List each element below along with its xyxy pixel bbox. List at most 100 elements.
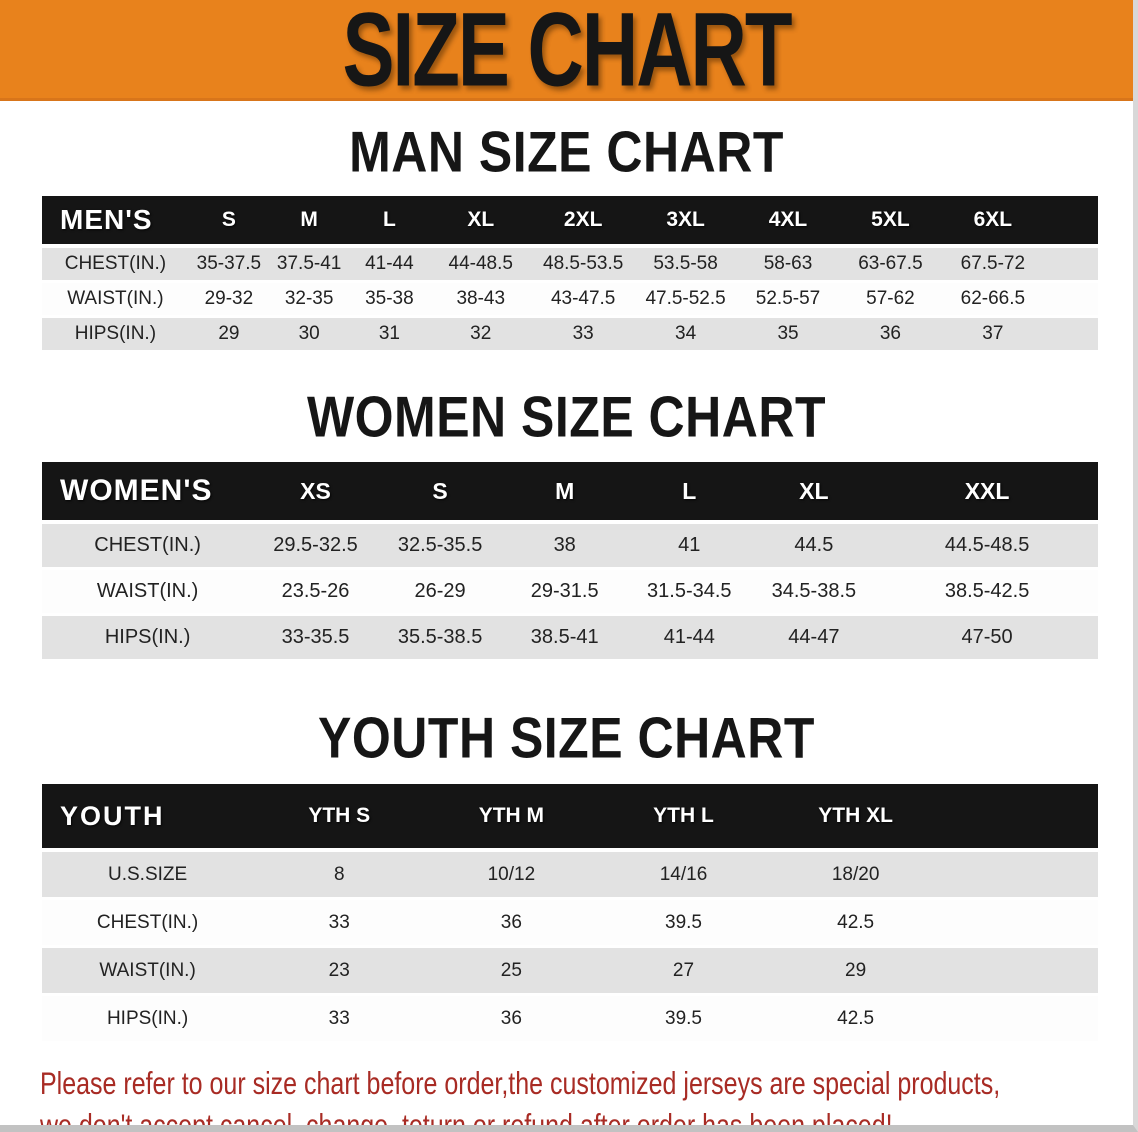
disclaimer: Please refer to our size chart before or…	[40, 1063, 1133, 1126]
filler-cell	[941, 993, 1098, 1041]
men-section-heading: MAN SIZE CHART	[349, 119, 784, 185]
table-title-cell: YOUTH	[42, 784, 254, 850]
table-row: U.S.SIZE 8 10/12 14/16 18/20	[42, 848, 1098, 899]
row-label: CHEST(IN.)	[42, 897, 254, 947]
column-header: YTH S	[253, 784, 426, 850]
row-label: WAIST(IN.)	[42, 945, 254, 995]
table-row: HIPS(IN.) 29 30 31 32 33 34 35 36 37	[42, 315, 1098, 350]
size-value: 41	[626, 520, 752, 569]
size-value: 33-35.5	[253, 613, 378, 659]
women-size-table: WOMEN'S XS S M L XL XXL CHEST(IN.) 29.5-32.5 32.…	[42, 462, 1098, 659]
column-header: M	[502, 462, 627, 522]
size-value: 18/20	[769, 848, 942, 899]
table-row: HIPS(IN.) 33-35.5 35.5-38.5 38.5-41 41-44 44-…	[42, 613, 1098, 659]
size-value: 35	[736, 315, 840, 350]
row-label: CHEST(IN.)	[42, 244, 189, 282]
filler-cell	[941, 897, 1098, 947]
row-label: U.S.SIZE	[42, 848, 254, 899]
column-header: XS	[253, 462, 378, 522]
row-label: CHEST(IN.)	[42, 520, 254, 569]
size-value: 39.5	[597, 993, 770, 1041]
size-value: 33	[531, 315, 635, 350]
disclaimer-line-1: Please refer to our size chart before or…	[40, 1066, 1001, 1102]
size-value: 14/16	[597, 848, 770, 899]
women-section-heading: WOMEN SIZE CHART	[306, 384, 827, 450]
size-value: 44.5-48.5	[876, 520, 1098, 569]
size-value: 32-35	[269, 280, 350, 317]
size-value: 57-62	[839, 280, 942, 317]
column-header: 2XL	[531, 196, 635, 246]
size-value: 39.5	[597, 897, 770, 947]
size-value: 30	[269, 315, 350, 350]
men-size-table: MEN'S S M L XL 2XL 3XL 4XL 5XL 6XL CHEST(IN.) 35-3…	[42, 196, 1098, 350]
filler-cell	[1044, 315, 1098, 350]
size-value: 63-67.5	[839, 244, 942, 282]
row-label: HIPS(IN.)	[42, 613, 254, 659]
filler-header-cell	[1044, 196, 1098, 246]
size-value: 29	[769, 945, 942, 995]
size-value: 37.5-41	[269, 244, 350, 282]
size-value: 23.5-26	[253, 567, 378, 615]
table-row: CHEST(IN.) 35-37.5 37.5-41 41-44 44-48.5 48.5…	[42, 244, 1098, 282]
size-value: 38-43	[429, 280, 532, 317]
women-table-body: CHEST(IN.) 29.5-32.5 32.5-35.5 38 41 44.5 44.5…	[42, 520, 1098, 659]
size-value: 29	[188, 315, 270, 350]
size-value: 29-31.5	[502, 567, 627, 615]
youth-size-table: YOUTH YTH S YTH M YTH L YTH XL U.S.SIZE 8 10/1…	[42, 784, 1098, 1041]
column-header: S	[377, 462, 503, 522]
size-value: 48.5-53.5	[531, 244, 635, 282]
column-header: S	[188, 196, 270, 246]
column-header: YTH XL	[769, 784, 942, 850]
column-header: YTH L	[597, 784, 770, 850]
size-value: 36	[425, 993, 598, 1041]
size-value: 29-32	[188, 280, 270, 317]
size-value: 25	[425, 945, 598, 995]
size-value: 31.5-34.5	[626, 567, 752, 615]
filler-cell	[1044, 244, 1098, 282]
row-label: WAIST(IN.)	[42, 567, 254, 615]
column-header: 3XL	[634, 196, 737, 246]
column-header: YTH M	[425, 784, 598, 850]
size-value: 44.5	[751, 520, 877, 569]
size-value: 8	[253, 848, 426, 899]
table-row: WAIST(IN.) 29-32 32-35 35-38 38-43 43-47.5 47.…	[42, 280, 1098, 317]
size-value: 53.5-58	[634, 244, 737, 282]
size-value: 47.5-52.5	[634, 280, 737, 317]
size-value: 34.5-38.5	[751, 567, 877, 615]
column-header: L	[626, 462, 752, 522]
size-value: 33	[253, 993, 426, 1041]
size-value: 52.5-57	[736, 280, 840, 317]
table-row: WAIST(IN.) 23.5-26 26-29 29-31.5 31.5-34.5 34…	[42, 567, 1098, 615]
size-value: 37	[941, 315, 1045, 350]
filler-header-cell	[941, 784, 1098, 850]
youth-table-body: U.S.SIZE 8 10/12 14/16 18/20 CHEST(IN.) 33 36 39…	[42, 848, 1098, 1041]
size-value: 42.5	[769, 993, 942, 1041]
table-row: CHEST(IN.) 33 36 39.5 42.5	[42, 897, 1098, 947]
size-value: 23	[253, 945, 426, 995]
column-header: 6XL	[941, 196, 1045, 246]
size-value: 58-63	[736, 244, 840, 282]
size-value: 33	[253, 897, 426, 947]
table-title-cell: MEN'S	[42, 196, 189, 246]
column-header: 4XL	[736, 196, 840, 246]
size-value: 41-44	[626, 613, 752, 659]
filler-cell	[1044, 280, 1098, 317]
size-value: 43-47.5	[531, 280, 635, 317]
filler-cell	[941, 945, 1098, 995]
table-row: WAIST(IN.) 23 25 27 29	[42, 945, 1098, 995]
size-value: 32.5-35.5	[377, 520, 503, 569]
size-value: 41-44	[349, 244, 430, 282]
row-label: WAIST(IN.)	[42, 280, 189, 317]
banner-title: SIZE CHART	[342, 0, 793, 108]
table-row: HIPS(IN.) 33 36 39.5 42.5	[42, 993, 1098, 1041]
women-header-row: WOMEN'S XS S M L XL XXL	[42, 462, 1098, 522]
row-label: HIPS(IN.)	[42, 315, 189, 350]
size-value: 34	[634, 315, 737, 350]
column-header: 5XL	[839, 196, 942, 246]
table-title-cell: WOMEN'S	[42, 462, 254, 522]
filler-cell	[941, 848, 1098, 899]
size-value: 26-29	[377, 567, 503, 615]
men-table-body: CHEST(IN.) 35-37.5 37.5-41 41-44 44-48.5 48.5…	[42, 244, 1098, 350]
size-value: 27	[597, 945, 770, 995]
